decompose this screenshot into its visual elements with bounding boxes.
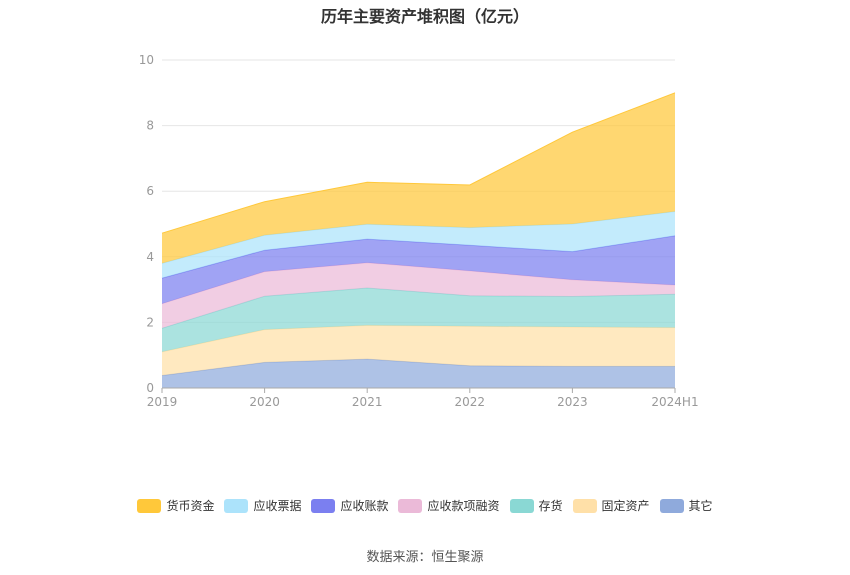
- y-tick-label: 6: [146, 184, 154, 198]
- legend-item[interactable]: 其它: [659, 497, 713, 514]
- legend-swatch: [509, 498, 534, 513]
- data-source: 数据来源：恒生聚源: [366, 550, 484, 565]
- legend-label: 应收票据: [253, 499, 302, 513]
- legend-item[interactable]: 应收账款: [311, 497, 388, 514]
- x-tick-label: 2021: [352, 395, 383, 409]
- area-货币资金: [162, 92, 675, 264]
- chart-title: 历年主要资产堆积图（亿元）: [320, 7, 529, 26]
- y-tick-label: 0: [146, 381, 154, 395]
- area-edge-货币资金: [161, 92, 676, 234]
- area-series: [161, 92, 676, 388]
- legend-label: 应收账款: [340, 499, 389, 513]
- legend-swatch: [659, 498, 684, 513]
- legend-swatch: [224, 498, 249, 513]
- y-tick-label: 10: [139, 53, 154, 67]
- legend-swatch: [137, 498, 162, 513]
- legend-swatch: [572, 498, 597, 513]
- x-tick-label: 2019: [147, 395, 178, 409]
- axes: 0 2 4 6 8 10 2019 2020 2021 2022 2023 2024H1: [139, 53, 699, 409]
- legend-label: 货币资金: [166, 499, 215, 513]
- legend-item[interactable]: 存货: [509, 497, 563, 514]
- legend-item[interactable]: 固定资产: [572, 497, 650, 514]
- x-tick-label: 2022: [455, 395, 486, 409]
- area-应收账款: [162, 235, 675, 304]
- y-tick-label: 4: [146, 250, 154, 264]
- area-应收票据: [162, 211, 675, 279]
- x-tick-label: 2023: [557, 395, 588, 409]
- x-tick-label: 2024H1: [651, 395, 698, 409]
- legend-swatch: [311, 498, 336, 513]
- area-edge-固定资产: [161, 324, 676, 353]
- legend-swatch: [398, 498, 423, 513]
- legend-item[interactable]: 货币资金: [137, 497, 214, 514]
- area-固定资产: [162, 325, 675, 376]
- y-tick-label: 8: [146, 119, 154, 133]
- y-tick-label: 2: [146, 315, 154, 329]
- area-存货: [162, 288, 675, 352]
- legend-label: 存货: [538, 499, 563, 513]
- stacked-area-chart: 0 2 4 6 8 10 2019 2020 2021 2022 2023 2024H1: [139, 53, 699, 409]
- area-应收款项融资: [162, 262, 675, 329]
- legend-item[interactable]: 应收票据: [224, 497, 301, 514]
- legend: 货币资金 应收票据 应收账款 应收款项融资 存货 固定资产 其它: [0, 497, 850, 514]
- legend-label: 应收款项融资: [427, 499, 500, 513]
- legend-item[interactable]: 应收款项融资: [398, 497, 500, 514]
- legend-label: 其它: [688, 499, 713, 513]
- x-tick-label: 2020: [249, 395, 280, 409]
- legend-label: 固定资产: [601, 499, 650, 513]
